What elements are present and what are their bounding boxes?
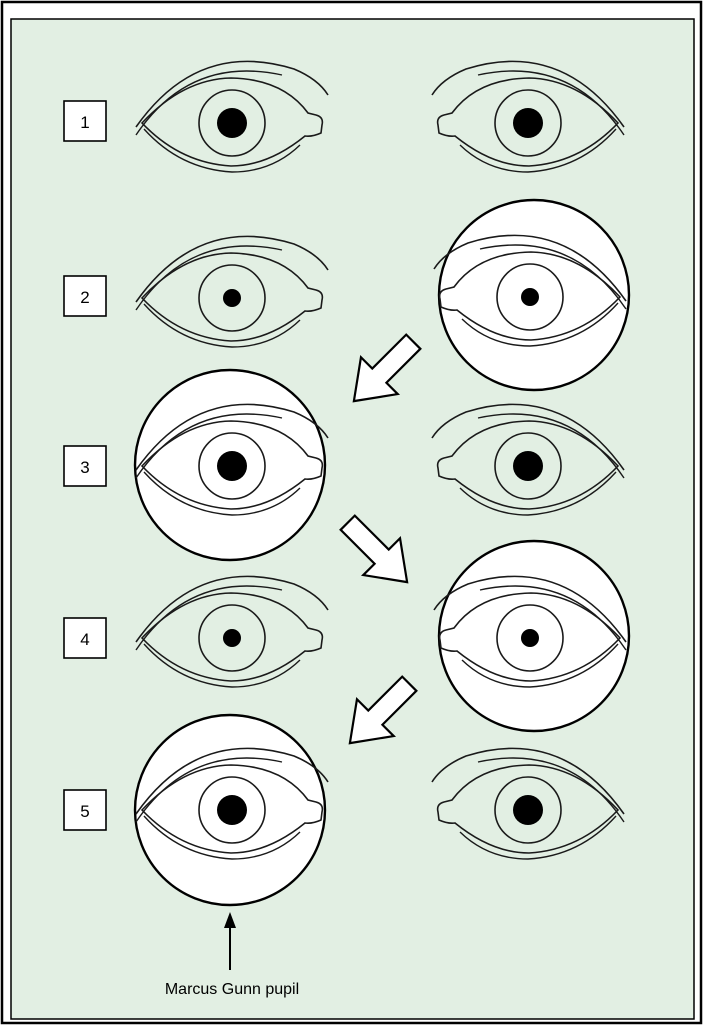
step-label-box-3: 3	[63, 445, 107, 487]
marcus-gunn-caption: Marcus Gunn pupil	[165, 981, 299, 998]
pupil-dilated-icon	[513, 451, 543, 481]
arrow-icon	[339, 514, 409, 584]
step-label-box-4: 4	[63, 617, 107, 659]
step-label-5: 5	[80, 802, 89, 821]
step-label-box-1: 1	[63, 100, 107, 142]
step-label-3: 3	[80, 458, 89, 477]
pupil-dilated-icon	[513, 795, 543, 825]
step-3-left-eye-magnified	[133, 368, 329, 562]
inner-frame	[10, 18, 695, 1020]
step-1-left-eye	[135, 60, 329, 173]
step-label-box-2: 2	[63, 275, 107, 317]
pupil-constricted-icon	[223, 289, 241, 307]
step-4-right-eye-magnified	[434, 539, 631, 733]
step-5-left-eye-magnified	[133, 713, 329, 907]
arrow-icon	[348, 675, 418, 745]
pointer-arrow-icon	[224, 912, 236, 970]
step-label-1: 1	[80, 113, 89, 132]
step-4-left-eye	[135, 575, 329, 688]
pupil-dilated-icon	[217, 795, 247, 825]
step-label-2: 2	[80, 288, 89, 307]
arrow-icon	[352, 333, 422, 403]
pupil-dilated-icon	[513, 108, 543, 138]
step-2-left-eye	[135, 235, 329, 348]
step-3-right-eye	[432, 404, 624, 515]
pupil-constricted-icon	[521, 288, 539, 306]
step-label-4: 4	[80, 630, 89, 649]
pupil-constricted-icon	[521, 629, 539, 647]
pupil-dilated-icon	[217, 451, 247, 481]
pupil-dilated-icon	[217, 108, 247, 138]
step-label-box-5: 5	[63, 789, 107, 831]
pupil-constricted-icon	[223, 629, 241, 647]
step-2-right-eye-magnified	[434, 198, 631, 392]
step-5-right-eye	[432, 748, 624, 859]
step-1-right-eye	[432, 61, 624, 172]
